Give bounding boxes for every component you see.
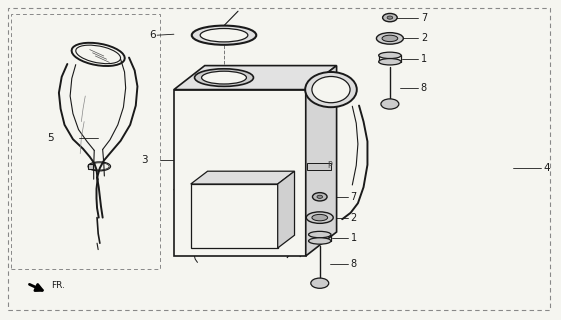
Text: 3: 3 xyxy=(141,155,148,165)
Text: 7: 7 xyxy=(351,192,357,202)
Text: 4: 4 xyxy=(543,163,550,173)
Text: 6: 6 xyxy=(149,30,156,40)
Bar xyxy=(307,163,331,170)
Circle shape xyxy=(317,195,323,198)
Ellipse shape xyxy=(379,59,401,65)
Bar xyxy=(88,164,93,169)
Polygon shape xyxy=(174,90,306,256)
Ellipse shape xyxy=(192,26,256,45)
Text: p: p xyxy=(328,159,332,168)
Circle shape xyxy=(381,99,399,109)
Text: 1: 1 xyxy=(421,53,427,64)
Text: FR.: FR. xyxy=(52,281,66,290)
Polygon shape xyxy=(191,171,295,184)
Polygon shape xyxy=(306,66,337,256)
Circle shape xyxy=(311,278,329,288)
Text: 2: 2 xyxy=(421,33,427,44)
Circle shape xyxy=(387,16,393,19)
Polygon shape xyxy=(278,171,295,248)
Bar xyxy=(11,14,160,269)
Text: 5: 5 xyxy=(48,132,54,143)
Polygon shape xyxy=(174,66,337,90)
Ellipse shape xyxy=(309,238,331,244)
Ellipse shape xyxy=(309,231,331,238)
Ellipse shape xyxy=(305,72,357,107)
Ellipse shape xyxy=(312,76,350,103)
Text: 8: 8 xyxy=(351,259,357,269)
Text: 2: 2 xyxy=(351,212,357,223)
Ellipse shape xyxy=(195,69,254,86)
Ellipse shape xyxy=(379,52,401,59)
Text: 7: 7 xyxy=(421,12,427,23)
Ellipse shape xyxy=(201,71,246,84)
Text: 1: 1 xyxy=(351,233,357,243)
Ellipse shape xyxy=(200,28,248,42)
Ellipse shape xyxy=(312,214,328,221)
Ellipse shape xyxy=(306,212,333,223)
Circle shape xyxy=(383,13,397,22)
Polygon shape xyxy=(191,184,278,248)
Ellipse shape xyxy=(382,35,398,42)
Text: 8: 8 xyxy=(421,83,427,93)
Circle shape xyxy=(312,193,327,201)
Ellipse shape xyxy=(376,33,403,44)
